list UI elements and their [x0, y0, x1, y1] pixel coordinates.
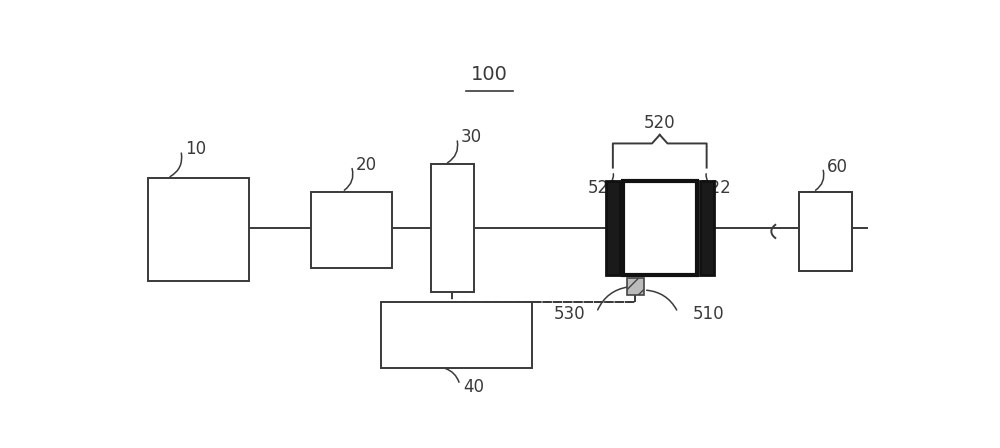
Text: 20: 20 [356, 156, 377, 174]
Bar [623, 181, 697, 275]
Bar [627, 278, 644, 295]
Bar [311, 192, 392, 267]
Text: 10: 10 [185, 140, 206, 158]
Bar [431, 164, 474, 292]
Bar [799, 192, 852, 271]
Bar [606, 181, 620, 275]
Text: 522: 522 [700, 179, 732, 197]
Text: 60: 60 [826, 158, 847, 176]
Text: 510: 510 [693, 305, 725, 323]
Text: 100: 100 [471, 65, 508, 84]
Text: 530: 530 [554, 305, 585, 323]
Bar [700, 181, 714, 275]
Bar [148, 178, 249, 281]
Text: 40: 40 [463, 378, 484, 396]
Text: 521: 521 [588, 179, 619, 197]
Text: 30: 30 [461, 128, 482, 146]
Text: 520: 520 [644, 114, 676, 132]
Bar [381, 302, 532, 368]
